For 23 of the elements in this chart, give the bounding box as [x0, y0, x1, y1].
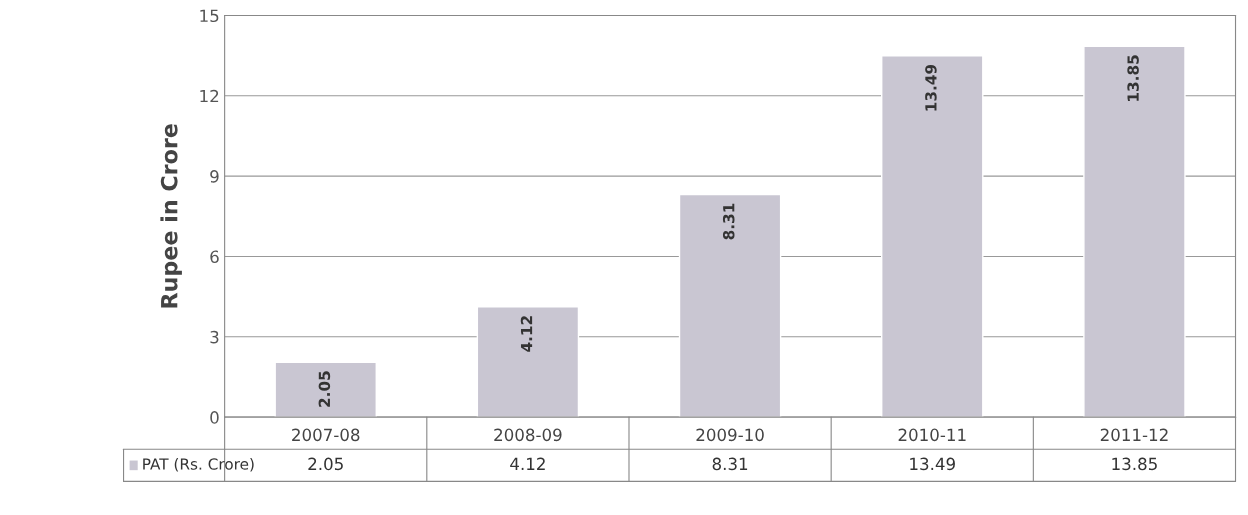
annotation: 13.85: [1127, 55, 1139, 101]
data-label: 2.05: [308, 457, 343, 471]
data-label: 8.31: [712, 457, 748, 471]
x-tick-label: 2010-11: [898, 428, 966, 442]
annotation: 8.31: [722, 203, 735, 240]
data-label: 13.49: [910, 457, 955, 471]
x-tick-label: 2011-12: [1100, 428, 1168, 442]
y-tick-label: 9: [210, 170, 219, 183]
annotation: 4.12: [520, 316, 533, 352]
y-tick-label: 0: [210, 411, 219, 424]
y-tick-label: 15: [200, 9, 219, 23]
annotation: 13.49: [925, 64, 937, 111]
y-tick-label: 3: [210, 330, 219, 344]
y-tick-label: 6: [210, 250, 219, 264]
legend-label: PAT (Rs. Crore): [143, 457, 254, 472]
data-label: 13.85: [1112, 457, 1157, 471]
y-axis-title: Rupee in Crore: [160, 124, 182, 308]
x-tick-label: 2007-08: [292, 428, 360, 442]
x-tick-label: 2009-10: [696, 428, 764, 442]
annotation: 2.05: [318, 371, 331, 407]
data-label: 4.12: [510, 457, 545, 470]
x-tick-label: 2008-09: [494, 428, 562, 442]
y-tick-label: 12: [200, 89, 219, 103]
